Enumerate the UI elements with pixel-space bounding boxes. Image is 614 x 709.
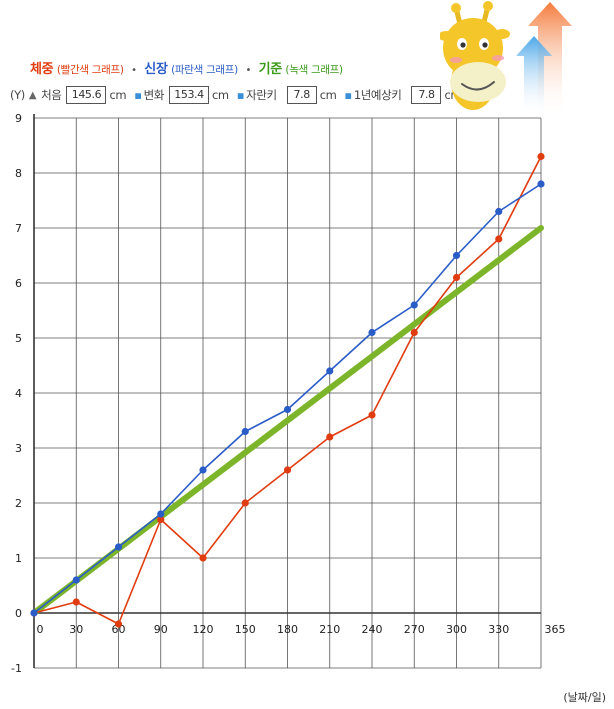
data-point-height (72, 576, 80, 584)
data-point-weight (368, 411, 376, 419)
data-point-height (199, 466, 207, 474)
x-tick-label: 270 (404, 623, 425, 636)
data-point-height (114, 543, 123, 551)
y-tick-label: 7 (15, 222, 22, 235)
y-tick-label: 3 (15, 442, 22, 455)
data-point-height (157, 510, 165, 518)
data-point-height (241, 427, 249, 436)
y-tick-label: -1 (11, 662, 22, 675)
x-tick-label: 0 (37, 623, 44, 636)
bullet-icon: ▪ (134, 88, 142, 102)
data-point-weight (157, 515, 165, 524)
data-point-weight (410, 328, 418, 337)
x-tick-label: 240 (362, 623, 383, 636)
data-point-height (537, 180, 545, 188)
x-tick-label: 120 (193, 623, 214, 636)
x-tick-label: 60 (112, 623, 126, 636)
changed-height-unit: cm (212, 88, 229, 102)
data-point-height (410, 301, 418, 309)
x-tick-label: 300 (446, 623, 467, 636)
data-point-weight (326, 433, 334, 441)
growth-arrows-icon (516, 2, 572, 118)
legend-height-note: (파란색 그래프) (171, 64, 238, 76)
data-point-weight (283, 466, 292, 474)
legend-weight-note: (빨간색 그래프) (56, 64, 124, 76)
chart-series (30, 152, 545, 628)
data-point-height (452, 251, 461, 260)
legend-height-label: 신장 (144, 62, 168, 77)
y-tick-label: 9 (15, 112, 22, 125)
expected-height-label: 1년예상키 (353, 88, 402, 102)
legend-separator: • (131, 65, 137, 76)
data-point-height (283, 405, 292, 414)
data-point-weight (199, 554, 207, 562)
x-tick-label: 180 (277, 623, 298, 636)
data-point-weight (537, 152, 545, 161)
legend-separator: • (245, 65, 252, 76)
growth-value: 7.8 (286, 86, 317, 104)
y-tick-label: 8 (15, 167, 22, 180)
chart-legend: 체중 (빨간색 그래프) • 신장 (파란색 그래프) • 기준 (녹색 그래프… (30, 58, 343, 77)
y-tick-label: 6 (15, 277, 22, 290)
data-point-height (30, 609, 38, 617)
data-point-weight (495, 235, 503, 243)
y-tick-label: 4 (15, 387, 22, 400)
data-point-weight (114, 620, 123, 628)
x-axis-unit-label: (날짜/일) (563, 691, 606, 704)
y-tick-label: 0 (15, 607, 22, 620)
growth-label: 자란키 (246, 88, 277, 102)
legend-standard-note: (녹색 그래프) (285, 64, 343, 76)
y-tick-label: 5 (15, 332, 22, 345)
x-tick-label: 30 (69, 623, 83, 636)
chart-axes (33, 114, 541, 668)
x-tick-label: 330 (488, 623, 509, 636)
legend-standard-label: 기준 (258, 62, 283, 77)
x-tick-label: 210 (319, 623, 340, 636)
height-info-bar: (Y) ▲ 처음 145.6 cm ▪ 변화 153.4 cm ▪ 자란키 7.… (10, 86, 463, 104)
data-point-weight (72, 598, 80, 606)
growth-unit: cm (319, 88, 337, 102)
y-axis-marker: (Y) (10, 88, 25, 102)
giraffe-icon (440, 1, 572, 118)
y-tick-label: 1 (15, 552, 22, 565)
x-tick-label: 365 (545, 623, 566, 636)
x-tick-label: 90 (154, 623, 168, 636)
chart-grid (33, 117, 542, 669)
up-triangle-icon: ▲ (28, 89, 37, 101)
start-height-value: 145.6 (66, 86, 107, 104)
expected-height-value: 7.8 (411, 86, 442, 104)
data-point-height (368, 328, 376, 337)
x-tick-label: 150 (235, 623, 256, 636)
data-point-weight (452, 273, 461, 282)
changed-height-label: 변화 (143, 88, 165, 102)
data-point-height (326, 367, 334, 375)
y-tick-label: 2 (15, 497, 22, 510)
bullet-icon: ▪ (236, 88, 245, 102)
bullet-icon: ▪ (344, 88, 352, 102)
data-point-height (495, 207, 503, 216)
legend-weight-label: 체중 (30, 62, 54, 77)
data-point-weight (241, 499, 249, 507)
giraffe-head-icon (440, 1, 510, 110)
start-height-unit: cm (109, 88, 127, 102)
start-height-label: 처음 (41, 88, 62, 102)
changed-height-value: 153.4 (169, 86, 209, 104)
